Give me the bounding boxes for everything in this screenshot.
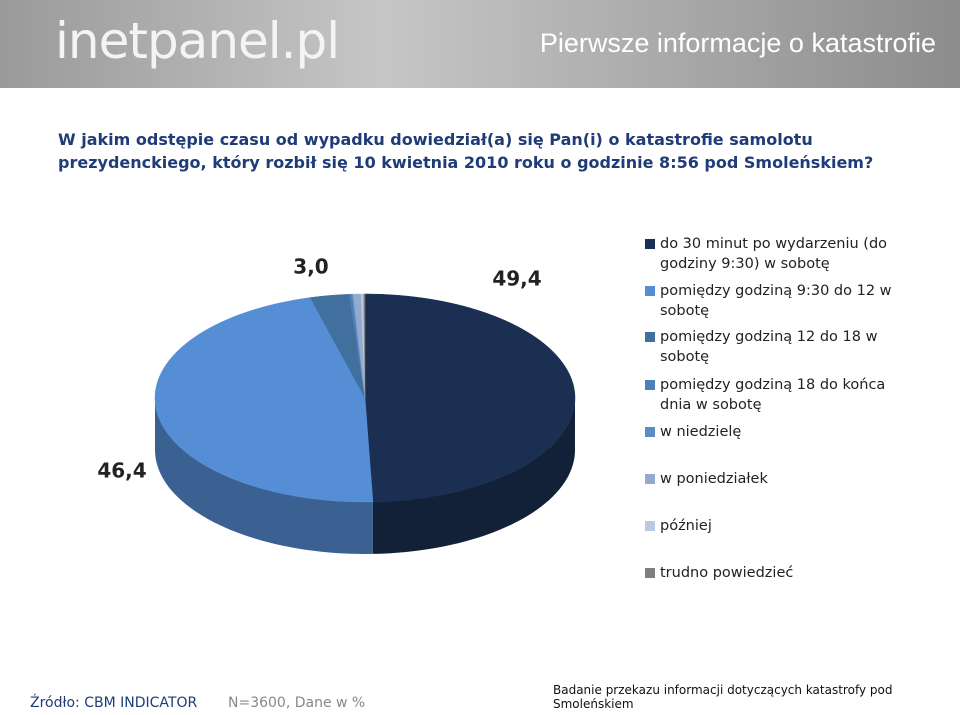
pie-slice: [363, 293, 366, 399]
legend-entry: trudno powiedzieć: [645, 563, 900, 583]
pie-slice: [154, 297, 374, 503]
question: W jakim odstępie czasu od wypadku dowied…: [58, 130, 874, 172]
legend-entry: później: [645, 516, 900, 536]
legend-entry: pomiędzy godziną 12 do 18 w sobotę: [645, 327, 900, 367]
legend-swatch: [645, 427, 655, 437]
legend-swatch: [645, 521, 655, 531]
legend-swatch: [645, 474, 655, 484]
pie-side: [372, 398, 575, 554]
pie-side: [155, 398, 373, 554]
legend-swatch: [645, 239, 655, 249]
legend-swatch: [645, 568, 655, 578]
legend-entry: do 30 minut po wydarzeniu (do godziny 9:…: [645, 234, 900, 274]
data-label: 3,0: [293, 255, 328, 279]
slide-title: Pierwsze informacje o katastrofie: [539, 28, 936, 58]
legend-entry: pomiędzy godziną 18 do końca dnia w sobo…: [645, 375, 900, 415]
legend-label: w niedzielę: [660, 424, 742, 440]
legend-label: później: [660, 518, 712, 534]
legend-swatch: [645, 286, 655, 296]
header: inetpanel.pl Pierwsze informacje o katas…: [0, 0, 960, 88]
study: Badanie przekazu informacji dotyczących …: [553, 683, 893, 711]
legend-label: do 30 minut po wydarzeniu (do godziny 9:…: [660, 236, 888, 272]
pie-slice: [364, 293, 576, 503]
legend-label: w poniedziałek: [660, 471, 768, 487]
legend-swatch: [645, 332, 655, 342]
sample: N=3600, Dane w %: [228, 695, 366, 711]
legend-label: pomiędzy godziną 18 do końca dnia w sobo…: [660, 377, 886, 413]
legend-entry: w niedzielę: [645, 422, 900, 442]
pie-slice: [309, 294, 366, 399]
source: Źródło: CBM INDICATOR: [30, 695, 198, 711]
legend-entry: w poniedziałek: [645, 469, 900, 489]
legend-label: trudno powiedzieć: [660, 565, 794, 581]
legend-entry: pomiędzy godziną 9:30 do 12 w sobotę: [645, 281, 900, 321]
data-label: 49,4: [492, 267, 541, 291]
legend-swatch: [645, 380, 655, 390]
logo: inetpanel.pl: [55, 12, 340, 70]
data-label: 46,4: [97, 459, 146, 483]
legend-label: pomiędzy godziną 12 do 18 w sobotę: [660, 329, 878, 365]
legend-label: pomiędzy godziną 9:30 do 12 w sobotę: [660, 283, 892, 319]
